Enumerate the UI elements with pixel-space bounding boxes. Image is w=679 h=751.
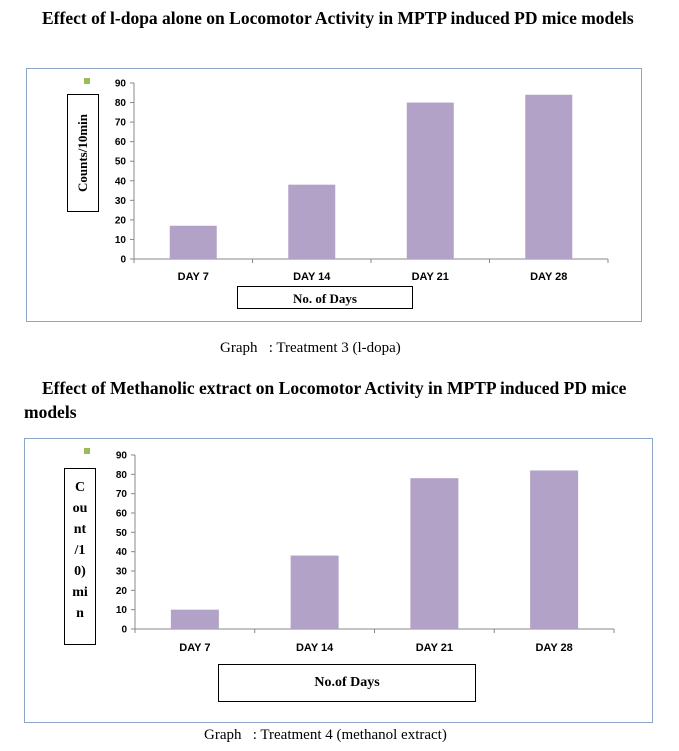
chart-title: Effect of Methanolic extract on Locomoto… — [24, 378, 627, 422]
bar — [169, 225, 217, 259]
y-tick-label: 30 — [115, 196, 127, 207]
x-tick-label: DAY 14 — [296, 642, 334, 654]
y-tick-label: 80 — [115, 98, 127, 109]
y-tick-label: 50 — [116, 528, 128, 539]
y-tick-label: 70 — [116, 489, 128, 500]
y-axis-label: C ou nt /1 0) mi n — [64, 468, 96, 645]
bar — [410, 478, 459, 629]
y-tick-label: 0 — [120, 255, 126, 266]
y-tick-label: 10 — [116, 605, 128, 616]
legend-marker — [84, 78, 90, 84]
x-tick-label: DAY 28 — [535, 642, 572, 654]
y-tick-label: 60 — [116, 509, 128, 520]
y-axis-label: Counts/10min — [67, 94, 99, 212]
x-tick-label: DAY 7 — [178, 271, 209, 283]
y-tick-label: 80 — [116, 470, 128, 481]
figure-caption: Graph : Treatment 4 (methanol extract) — [204, 727, 447, 743]
y-tick-label: 30 — [116, 567, 128, 578]
x-axis-label: No. of Days — [237, 286, 413, 309]
x-tick-label: DAY 21 — [412, 271, 449, 283]
bar — [170, 609, 219, 629]
y-tick-label: 50 — [115, 157, 127, 168]
y-tick-label: 90 — [115, 79, 127, 90]
y-tick-label: 90 — [116, 451, 128, 462]
bar — [530, 470, 579, 629]
y-tick-label: 10 — [115, 235, 127, 246]
y-tick-label: 20 — [116, 586, 128, 597]
y-tick-label: 40 — [116, 547, 128, 558]
x-tick-label: DAY 14 — [293, 271, 331, 283]
x-tick-label: DAY 21 — [416, 642, 453, 654]
bar — [525, 94, 573, 259]
y-tick-label: 0 — [121, 625, 127, 636]
y-tick-label: 60 — [115, 137, 127, 148]
y-tick-label: 40 — [115, 176, 127, 187]
bar — [406, 102, 454, 259]
x-tick-label: DAY 7 — [179, 642, 210, 654]
figure-caption: Graph : Treatment 3 (l-dopa) — [220, 340, 401, 356]
legend-marker — [84, 448, 90, 454]
y-tick-label: 70 — [115, 118, 127, 129]
x-axis-label: No.of Days — [218, 664, 476, 702]
chart-title: Effect of l-dopa alone on Locomotor Acti… — [42, 8, 634, 28]
y-tick-label: 20 — [115, 215, 127, 226]
x-tick-label: DAY 28 — [530, 271, 567, 283]
y-axis-label-text: C ou nt /1 0) mi n — [72, 480, 88, 621]
bar — [290, 555, 339, 629]
bar — [288, 184, 336, 259]
